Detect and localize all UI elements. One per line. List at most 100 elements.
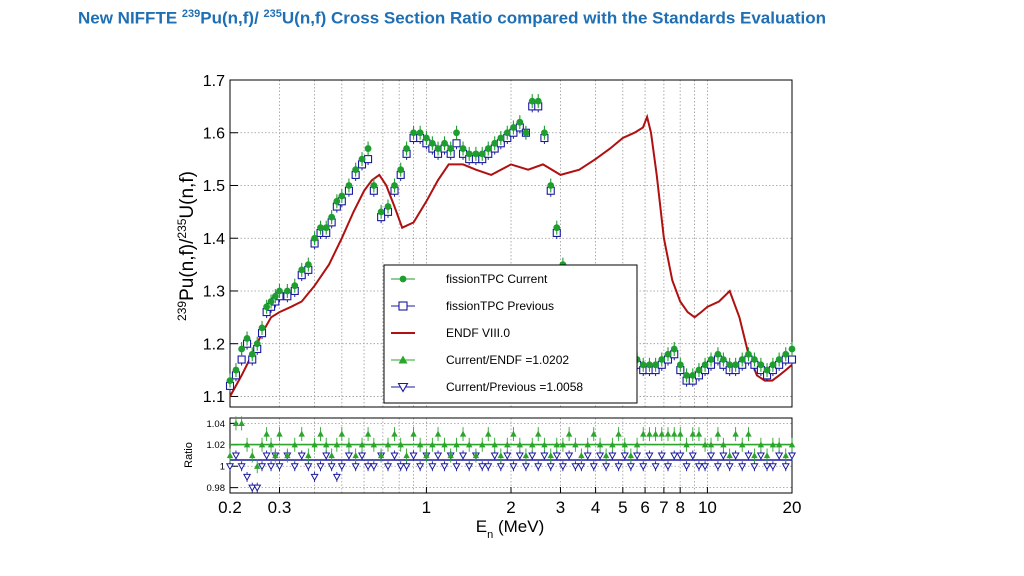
ratio-current-point (338, 430, 346, 437)
previous-point (452, 139, 461, 148)
ratio-previous-point (440, 463, 449, 471)
ratio-current-point (497, 452, 505, 459)
ratio-current-point (364, 430, 372, 437)
ratio-current-point (745, 430, 752, 437)
ratio-previous-point (327, 463, 336, 471)
current-point (423, 134, 430, 142)
ratio-previous-point (534, 463, 543, 471)
ratio-current-point (652, 430, 659, 437)
ratio-previous-point (682, 463, 691, 471)
ratio-current-point (284, 452, 291, 459)
current-point (732, 361, 740, 369)
ratio-previous-point (626, 463, 635, 471)
x-tick-label: 7 (659, 498, 668, 517)
current-point (317, 224, 324, 232)
current-point (491, 139, 499, 147)
ratio-current-point (689, 430, 696, 437)
legend-label: fissionTPC Current (446, 272, 548, 286)
current-point (707, 356, 715, 363)
ratio-previous-point (719, 452, 728, 460)
ratio-previous-point (787, 452, 797, 460)
ratio-current-point (559, 441, 567, 448)
ratio-current-point (485, 430, 492, 437)
x-tick-label: 1 (422, 498, 431, 517)
plot-frame (229, 79, 793, 408)
ratio-previous-point (316, 463, 325, 471)
ratio-previous-point (402, 463, 411, 471)
ratio-current-point (249, 452, 256, 459)
y-tick-label: 1.5 (203, 178, 225, 195)
ylabel-sup-2: 235 (175, 218, 189, 238)
current-point (377, 208, 385, 216)
current-point (441, 139, 448, 147)
current-point (745, 350, 752, 358)
ratio-previous-point (670, 452, 679, 460)
ratio-previous-point (484, 463, 493, 471)
ratio-current-point (596, 441, 604, 448)
ratio-current-point (254, 462, 261, 469)
ratio-current-point (775, 441, 783, 448)
ratio-previous-point (706, 452, 716, 460)
ratio-previous-point (633, 452, 642, 460)
ratio-previous-point (496, 463, 505, 471)
current-point (364, 145, 372, 152)
current-point (695, 366, 703, 374)
ratio-previous-point (478, 463, 487, 471)
ratio-previous-point (369, 463, 378, 471)
ratio-previous-point (657, 452, 666, 460)
x-axis-label: En (MeV) (476, 517, 544, 541)
title-text-2: Pu(n,f)/ (200, 8, 264, 28)
ratio-current-point (447, 452, 454, 459)
ratio-previous-point (775, 452, 784, 460)
ratio-previous-point (416, 463, 425, 471)
ratio-previous-point (332, 473, 341, 482)
ratio-previous-point (357, 452, 367, 460)
title-sup-1: 239 (181, 8, 201, 20)
ratio-current-point (658, 430, 665, 437)
current-point (751, 356, 758, 363)
ratio-previous-point (243, 473, 252, 482)
x-tick-label: 4 (591, 498, 600, 517)
ratio-current-point (739, 441, 746, 448)
ratio-current-point (529, 441, 536, 448)
legend-marker-square (398, 301, 408, 311)
current-point (547, 182, 555, 189)
ratio-previous-point (515, 452, 524, 460)
current-point (276, 287, 283, 295)
ratio-previous-point (571, 463, 580, 471)
ratio-panel: 0.98 1 1.02 1.04 0.2 0.3 1 2 3 4 5 6 7 8 10 20 (207, 416, 801, 517)
ratio-previous-point (304, 463, 313, 471)
current-point (646, 361, 653, 369)
ratio-current-point (472, 452, 480, 459)
ratio-current-point (298, 430, 305, 437)
current-point (391, 182, 398, 189)
ratio-current-point (590, 430, 597, 437)
y-tick-label: 1.2 (203, 336, 225, 353)
legend-marker-triangle (398, 355, 408, 364)
x-tick-label: 2 (506, 498, 515, 517)
ratio-current-point (423, 452, 430, 459)
ratio-previous-point (322, 452, 331, 460)
ratio-current-point (541, 441, 548, 448)
ratio-current-point (695, 430, 703, 437)
current-point (271, 292, 279, 300)
ratio-current-point (328, 452, 335, 459)
ratio-previous-point (608, 452, 617, 460)
current-point (238, 345, 246, 353)
current-point (775, 356, 783, 363)
ratio-current-point (291, 441, 298, 448)
ratio-current-point (671, 430, 678, 437)
current-point (267, 298, 275, 305)
legend: fissionTPC Current fissionTPC Previous END… (383, 264, 638, 404)
ratio-current-point (664, 430, 672, 437)
current-point (345, 182, 353, 189)
current-point (304, 261, 312, 268)
ratio-current-point (263, 430, 270, 437)
ratio-current-point (352, 452, 359, 459)
current-point (428, 139, 436, 147)
ratio-previous-point (583, 452, 592, 460)
current-point (478, 150, 486, 158)
ratio-previous-point (731, 452, 740, 460)
ratio-current-point (397, 441, 404, 448)
